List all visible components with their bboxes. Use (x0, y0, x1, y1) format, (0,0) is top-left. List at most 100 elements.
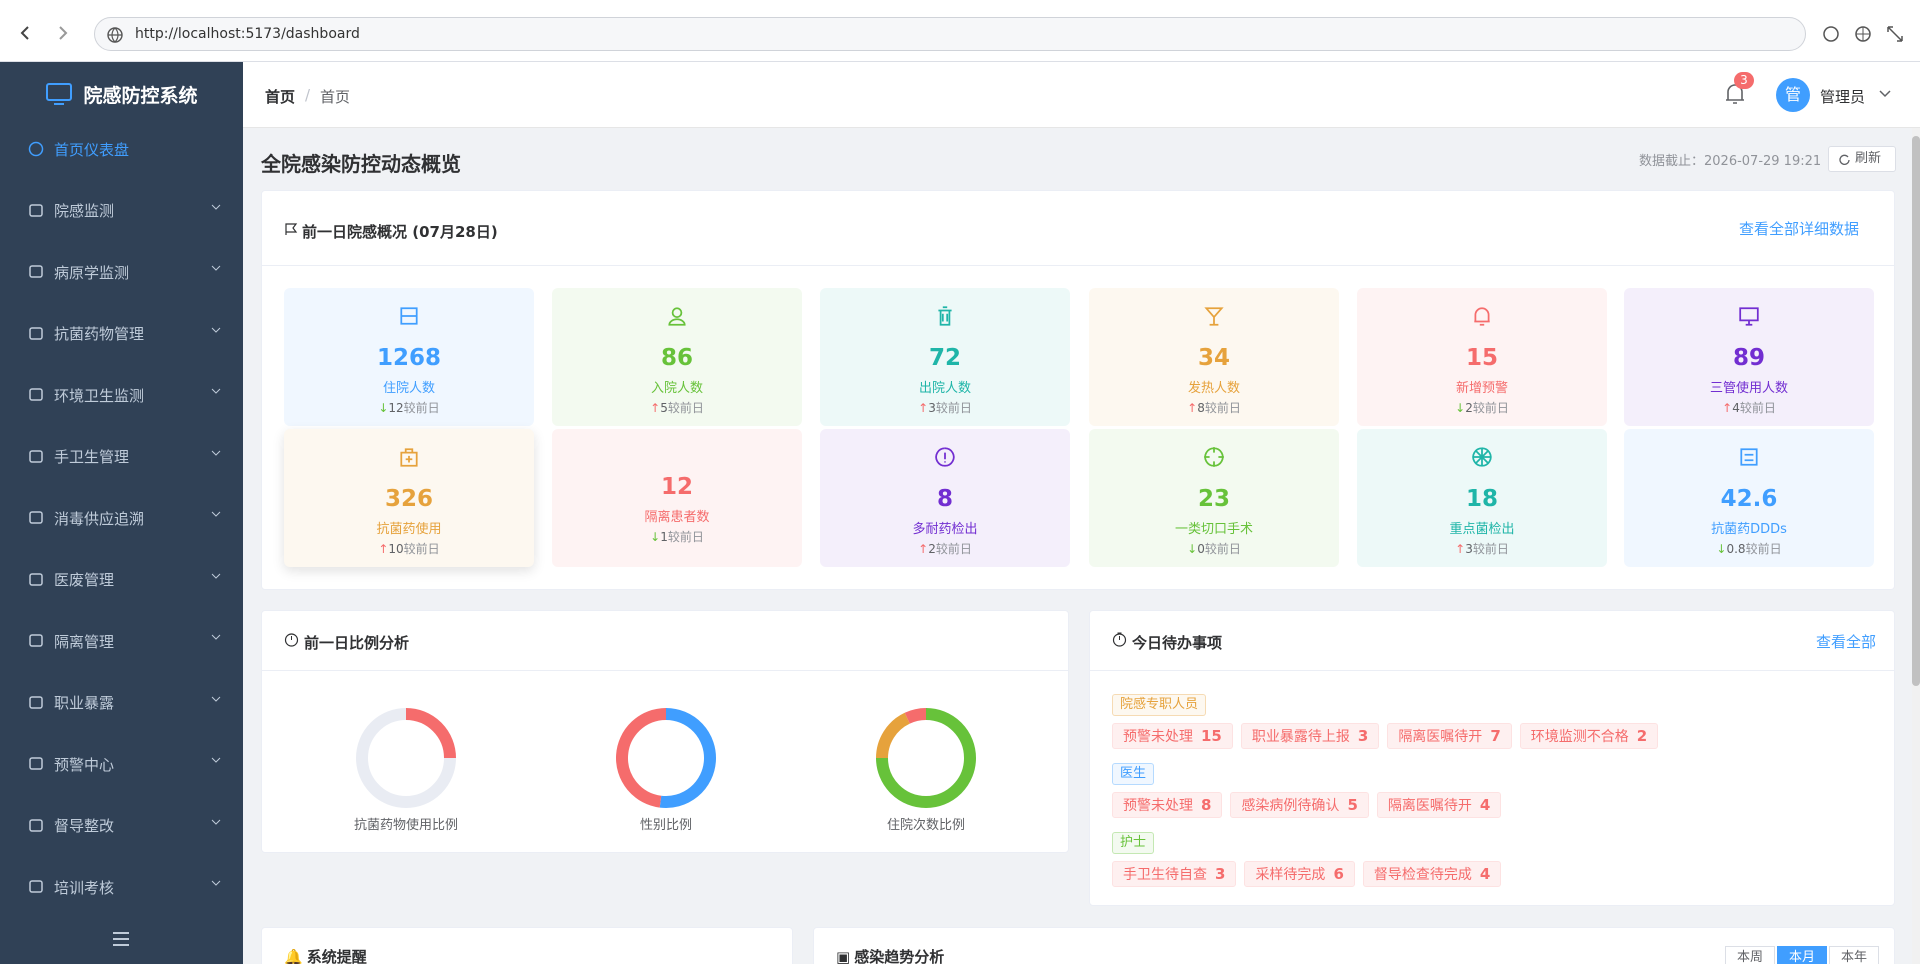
compare-label: 较前日 (1204, 542, 1241, 556)
stat-tile[interactable]: 23 一类切口手术 ↓0较前日 (1089, 429, 1339, 567)
stat-value: 89 (1732, 345, 1765, 371)
stat-tile[interactable]: 34 发热人数 ↑8较前日 (1089, 288, 1339, 426)
stat-icon (400, 307, 418, 325)
card-header: 🔔 系统提醒 (284, 948, 367, 964)
todo-item[interactable]: 预警未处理 15 (1112, 723, 1233, 749)
card-header: ▣ 感染趋势分析 (836, 948, 945, 964)
todo-item[interactable]: 督导检查待完成 4 (1362, 861, 1502, 887)
menu-item[interactable]: 抗菌药物管理 (0, 309, 243, 359)
refresh-button[interactable]: 刷新 (1828, 146, 1896, 172)
menu-icon (29, 511, 43, 524)
chevron (211, 757, 221, 763)
chevron (211, 327, 221, 333)
stat-tile[interactable]: 42.6 抗菌药DDDs ↓0.8较前日 (1624, 429, 1874, 567)
stat-label: 新增预警 (1455, 381, 1508, 396)
compare-label: 较前日 (935, 542, 972, 556)
menu-item[interactable]: 环境卫生监测 (0, 370, 243, 420)
todo-label: 职业暴露待上报 (1251, 729, 1350, 745)
trend-arrow: ↓ (378, 401, 389, 415)
todo-item[interactable]: 职业暴露待上报 3 (1240, 723, 1380, 749)
todo-label: 感染病例待确认 (1241, 798, 1340, 814)
stat-tile[interactable]: 15 新增预警 ↓2较前日 (1357, 288, 1607, 426)
range-button[interactable]: 本周 (1725, 946, 1775, 964)
scrollbar[interactable] (1912, 128, 1920, 964)
menu-item[interactable]: 医废管理 (0, 555, 243, 605)
todo-item[interactable]: 手卫生待自查 3 (1112, 861, 1237, 887)
stat-delta: 5 (660, 401, 668, 415)
timer-icon (284, 633, 299, 647)
stat-delta: 2 (928, 542, 936, 556)
stat-compare: ↓0.8较前日 (1624, 540, 1874, 557)
menu-label: 预警中心 (54, 755, 115, 774)
menu-item[interactable]: 消毒供应追溯 (0, 493, 243, 543)
stat-tile[interactable]: 1268 住院人数 ↓12较前日 (284, 288, 534, 426)
user-name[interactable]: 管理员 (1820, 88, 1866, 106)
stat-tile[interactable]: 12 隔离患者数 ↓1较前日 (552, 429, 802, 567)
overview-card: 前一日院感概况 (07月28日) 查看全部详细数据 (261, 190, 1895, 590)
todo-item[interactable]: 感染病例待确认 5 (1230, 792, 1369, 818)
scroll-thumb[interactable] (1912, 136, 1920, 686)
menu-item[interactable]: 督导整改 (0, 801, 243, 851)
icon-shape (29, 203, 43, 217)
stat-delta: 1 (660, 530, 668, 544)
menu-label: 院感监测 (54, 202, 115, 220)
donut-segment (904, 708, 927, 724)
stat-tile[interactable]: 89 三管使用人数 ↑4较前日 (1624, 288, 1874, 426)
todo-item[interactable]: 预警未处理 8 (1112, 792, 1223, 818)
chevron (211, 450, 221, 456)
breadcrumb[interactable]: 首页 (265, 88, 296, 106)
stat-label: 出院人数 (918, 381, 971, 396)
avatar[interactable]: 管 (1776, 78, 1810, 112)
chevron-path (211, 388, 221, 394)
menu-item[interactable]: 首页仪表盘 (0, 124, 243, 174)
menu-item[interactable]: 培训考核 (0, 862, 243, 912)
menu-item[interactable]: 隔离管理 (0, 616, 243, 666)
menu-item[interactable]: 院感监测 (0, 186, 243, 236)
stat-value: 23 (1197, 486, 1230, 512)
menu-icon (29, 818, 43, 832)
chevron-path (211, 819, 221, 825)
menu-item[interactable]: 预警中心 (0, 739, 243, 789)
todo-items: 手卫生待自查 3 采样待完成 6 督导检查待完成 4 (1112, 861, 1882, 887)
stat-tile[interactable]: 72 出院人数 ↑3较前日 (820, 288, 1070, 426)
stat-label: 多耐药检出 (912, 522, 978, 537)
flag-icon (285, 223, 298, 235)
menu-item[interactable]: 病原学监测 (0, 247, 243, 297)
globe-icon (107, 27, 123, 43)
todo-item[interactable]: 隔离医嘱待开 7 (1387, 723, 1512, 749)
ratio-card: 前一日比例分析 抗菌药物使用比例 性别比例 住院次数比例 (261, 610, 1069, 853)
stat-value: 15 (1465, 345, 1498, 371)
todo-label: 隔离医嘱待开 (1398, 729, 1483, 745)
stat-tile[interactable]: 8 多耐药检出 ↑2较前日 (820, 429, 1070, 567)
stat-delta: 8 (1197, 401, 1205, 415)
view-all-link[interactable]: 查看全部 (1815, 633, 1876, 651)
address-bar[interactable]: http://localhost:5173/dashboard (94, 17, 1806, 51)
logo[interactable]: 院感防控系统 (0, 78, 243, 110)
range-button[interactable]: 本月 (1777, 946, 1827, 964)
nav-buttons[interactable] (20, 26, 70, 40)
stat-tile[interactable]: 18 重点菌检出 ↑3较前日 (1357, 429, 1607, 567)
chevron (211, 696, 221, 702)
menu-item[interactable]: 职业暴露 (0, 678, 243, 728)
todo-items: 预警未处理 8 感染病例待确认 5 隔离医嘱待开 4 (1112, 792, 1882, 818)
range-button[interactable]: 本年 (1829, 946, 1879, 964)
todo-item[interactable]: 环境监测不合格 2 (1519, 723, 1659, 749)
collapse-button[interactable] (113, 932, 129, 946)
chevron-path (211, 265, 221, 271)
role-tag: 医生 (1112, 763, 1155, 785)
todo-item[interactable]: 采样待完成 6 (1244, 861, 1355, 887)
compare-label: 较前日 (403, 542, 440, 556)
detail-link[interactable]: 查看全部详细数据 (1738, 220, 1859, 238)
stat-value: 86 (660, 345, 693, 371)
stat-tile[interactable]: 86 入院人数 ↑5较前日 (552, 288, 802, 426)
dropdown-icon (1879, 90, 1891, 98)
browser-actions[interactable] (1822, 25, 1912, 43)
stat-tile[interactable]: 326 抗菌药使用 ↑10较前日 (284, 429, 534, 567)
todo-item[interactable]: 隔离医嘱待开 4 (1376, 792, 1502, 818)
chevron (211, 880, 221, 886)
menu-item[interactable]: 手卫生管理 (0, 432, 243, 482)
menu-label: 抗菌药物管理 (54, 325, 145, 343)
todo-label: 隔离医嘱待开 (1387, 798, 1472, 814)
todo-card: 今日待办事项 查看全部 院感专职人员 预警未处理 15 职业暴露待上报 3 隔离医嘱待开 7 环… (1089, 610, 1895, 906)
card-title: 感染趋势分析 (854, 948, 945, 964)
